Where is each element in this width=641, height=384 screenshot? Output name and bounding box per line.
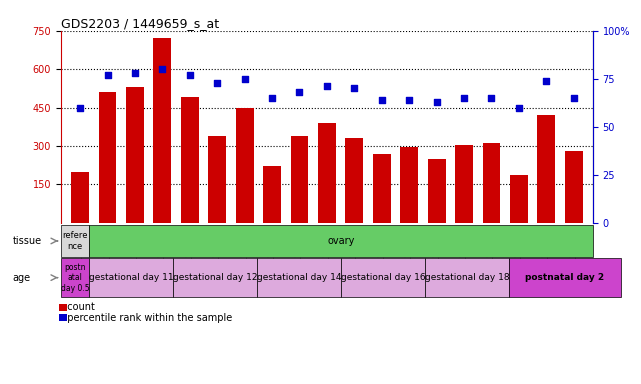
Text: tissue: tissue bbox=[13, 236, 42, 246]
Point bbox=[513, 104, 524, 111]
Point bbox=[130, 70, 140, 76]
Point bbox=[103, 72, 113, 78]
Text: gestational day 12: gestational day 12 bbox=[172, 273, 257, 282]
Bar bbox=[400, 147, 418, 223]
Text: gestational day 18: gestational day 18 bbox=[424, 273, 509, 282]
Bar bbox=[99, 92, 117, 223]
Point bbox=[377, 97, 387, 103]
Bar bbox=[173, 258, 257, 297]
Bar bbox=[181, 97, 199, 223]
Text: postn
atal
day 0.5: postn atal day 0.5 bbox=[61, 263, 89, 293]
Bar bbox=[257, 258, 341, 297]
Text: gestational day 11: gestational day 11 bbox=[88, 273, 173, 282]
Point bbox=[569, 95, 579, 101]
Bar bbox=[373, 154, 390, 223]
Point bbox=[185, 72, 195, 78]
Bar bbox=[61, 225, 89, 257]
Point bbox=[404, 97, 414, 103]
Bar bbox=[263, 166, 281, 223]
Point bbox=[322, 83, 332, 89]
Bar bbox=[345, 138, 363, 223]
Bar bbox=[509, 258, 621, 297]
Text: count: count bbox=[61, 302, 95, 312]
Point bbox=[459, 95, 469, 101]
Bar bbox=[153, 38, 171, 223]
Bar bbox=[428, 159, 445, 223]
Point bbox=[240, 76, 250, 82]
Bar bbox=[126, 87, 144, 223]
Point bbox=[75, 104, 85, 111]
Point bbox=[157, 66, 167, 72]
Text: age: age bbox=[13, 273, 31, 283]
Bar bbox=[236, 108, 254, 223]
Bar bbox=[425, 258, 509, 297]
Text: ovary: ovary bbox=[327, 236, 354, 246]
Point bbox=[431, 99, 442, 105]
Bar bbox=[318, 123, 336, 223]
Point bbox=[267, 95, 277, 101]
Text: postnatal day 2: postnatal day 2 bbox=[526, 273, 604, 282]
Bar bbox=[341, 258, 425, 297]
Bar bbox=[483, 143, 501, 223]
Text: gestational day 14: gestational day 14 bbox=[256, 273, 341, 282]
Bar bbox=[89, 258, 173, 297]
Bar bbox=[290, 136, 308, 223]
Bar bbox=[61, 258, 89, 297]
Point bbox=[212, 79, 222, 86]
Bar bbox=[455, 145, 473, 223]
Text: percentile rank within the sample: percentile rank within the sample bbox=[61, 313, 232, 323]
Point bbox=[487, 95, 497, 101]
Text: GDS2203 / 1449659_s_at: GDS2203 / 1449659_s_at bbox=[61, 17, 219, 30]
Bar bbox=[208, 136, 226, 223]
Bar bbox=[537, 115, 555, 223]
Bar bbox=[510, 175, 528, 223]
Point bbox=[294, 89, 304, 95]
Point bbox=[541, 78, 551, 84]
Bar bbox=[565, 151, 583, 223]
Point bbox=[349, 85, 360, 91]
Text: refere
nce: refere nce bbox=[62, 231, 88, 251]
Text: gestational day 16: gestational day 16 bbox=[340, 273, 425, 282]
Bar bbox=[71, 172, 89, 223]
